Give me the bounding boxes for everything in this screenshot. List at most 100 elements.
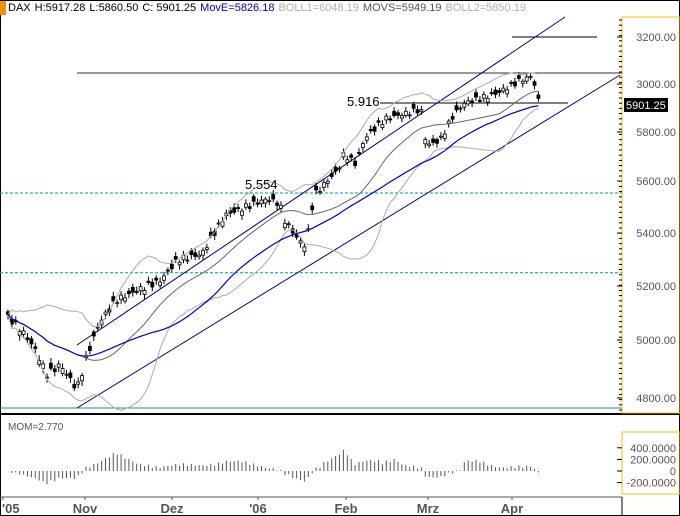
y-tick-label: 5600.00 — [636, 176, 676, 188]
price-bar-body — [497, 90, 502, 93]
price-bar-body — [60, 368, 65, 374]
mom-y-tick-label: 400.0000 — [630, 443, 676, 455]
x-tick-label: Nov — [73, 501, 98, 516]
close-value: C: 5901.25 — [142, 2, 197, 14]
price-bar-body — [392, 110, 397, 116]
price-bar-body — [193, 252, 198, 257]
mom-y-tick-label: -200.0000 — [626, 478, 676, 490]
channel-upper — [76, 16, 566, 346]
price-bar-body — [399, 115, 404, 119]
x-tick-label: Dez — [160, 501, 184, 516]
price-bar-body — [364, 136, 369, 141]
mom-axis-border — [621, 431, 680, 495]
price-bar-body — [162, 275, 166, 281]
price-bar-body — [123, 297, 127, 302]
price-bar-body — [286, 223, 291, 226]
price-bar-body — [76, 381, 81, 385]
price-bar-body — [466, 100, 471, 105]
price-bar-body — [505, 89, 510, 95]
y-tick-label: 5800.00 — [636, 127, 676, 139]
price-bar-body — [33, 346, 38, 349]
price-bar-body — [91, 331, 96, 337]
bollinger-upper — [7, 72, 539, 328]
price-bar-body — [403, 110, 408, 116]
price-bar-body — [247, 206, 252, 209]
level-high-label: 5.916 — [347, 94, 380, 109]
exponential-moving-average — [7, 105, 539, 357]
price-bar-body — [25, 337, 30, 340]
price-bar-body — [115, 302, 120, 305]
price-bar-body — [169, 263, 174, 270]
price-bar-body — [275, 202, 280, 206]
price-bar-body — [485, 98, 490, 103]
price-bar-body — [415, 109, 420, 114]
price-bar-body — [64, 373, 69, 376]
price-bar-body — [111, 296, 116, 302]
price-bar-body — [376, 120, 381, 123]
price-bar-body — [88, 345, 92, 351]
symbol: DAX — [8, 2, 31, 14]
price-bar-body — [95, 326, 100, 329]
level-mid-label: 5.554 — [245, 177, 278, 192]
price-bar-body — [333, 166, 338, 172]
price-bar-body — [353, 160, 358, 166]
price-bar-body — [450, 116, 455, 120]
price-bar-body — [520, 80, 525, 84]
price-bar-body — [325, 180, 330, 184]
price-bar-body — [318, 191, 322, 194]
x-tick-label: '06 — [249, 501, 267, 516]
price-bar-body — [302, 246, 307, 252]
price-bar-body — [282, 222, 287, 229]
price-bar-body — [45, 376, 49, 379]
x-tick-label: Mrz — [417, 501, 440, 516]
channel-lower — [76, 74, 621, 409]
price-bar-body — [17, 331, 22, 337]
price-bar-body — [380, 124, 385, 129]
price-bar-body — [438, 135, 443, 138]
simple-moving-average — [7, 90, 539, 361]
price-bar-body — [321, 182, 326, 188]
price-bar-body — [41, 363, 45, 369]
price-bar-body — [204, 247, 209, 250]
price-bar-body — [368, 128, 373, 132]
price-bar-body — [493, 89, 498, 95]
price-bar-body — [138, 286, 143, 292]
price-bar-body — [56, 363, 61, 368]
x-tick-label: Feb — [334, 501, 357, 516]
price-bar-body — [423, 139, 428, 145]
symbol-marker-icon — [0, 1, 6, 16]
price-bar-body — [489, 92, 494, 95]
y-tick-label: 5000.00 — [636, 335, 676, 347]
price-bar-body — [388, 118, 393, 121]
price-bar-body — [470, 100, 475, 104]
mom-y-tick-label: 200.0000 — [630, 454, 676, 466]
price-bar-body — [236, 207, 241, 209]
price-bar-body — [474, 92, 478, 98]
price-bar-body — [396, 112, 400, 116]
price-bar-body — [462, 102, 467, 108]
movs-value: MOVS=5949.19 — [362, 2, 442, 14]
price-bar-body — [127, 290, 131, 294]
price-bar-body — [251, 196, 256, 202]
y-tick-label: 3200.00 — [636, 32, 676, 44]
price-bar-body — [454, 105, 459, 111]
price-bar-body — [329, 173, 334, 178]
price-bar-body — [337, 167, 342, 170]
price-bar-body — [310, 205, 315, 211]
price-bar-body — [103, 311, 108, 315]
y-tick-label: 4800.00 — [636, 393, 676, 405]
price-bar-body — [146, 280, 151, 283]
price-bar-body — [232, 207, 237, 213]
high-value: H:5917.28 — [34, 2, 86, 14]
price-bar-body — [263, 198, 268, 204]
price-bar-body — [481, 94, 486, 99]
price-bar-body — [435, 139, 439, 144]
y-tick-label: 5400.00 — [636, 228, 676, 240]
x-tick-label: '05 — [2, 501, 20, 516]
price-bar-body — [446, 120, 451, 124]
price-bar-body — [427, 143, 432, 146]
price-bar-body — [134, 291, 139, 293]
price-bar-body — [259, 199, 264, 205]
price-bar-body — [185, 259, 190, 262]
